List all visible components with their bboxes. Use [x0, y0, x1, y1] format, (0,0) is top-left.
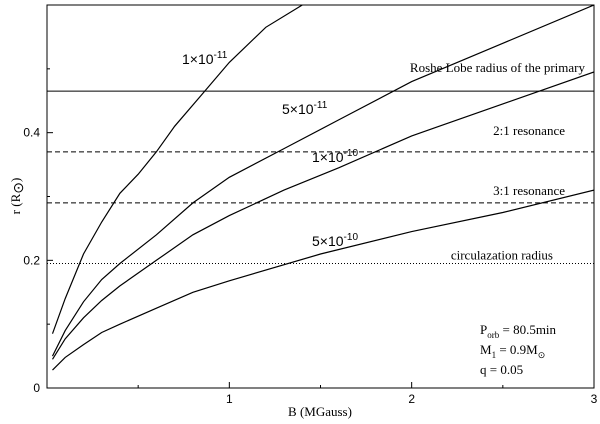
- y-axis-label: r (R⊙): [8, 178, 27, 215]
- parameter-1: M1 = 0.9M⊙: [480, 342, 545, 360]
- axis-ticks: [47, 68, 595, 389]
- series-label-1: 5×10-11: [282, 100, 328, 117]
- series-line-1: [51, 5, 594, 357]
- series-label-3: 5×10-10: [312, 232, 358, 249]
- series-label-0: 1×10-11: [182, 50, 228, 67]
- series-line-0: [51, 5, 303, 334]
- y-axis-label-close: ): [8, 178, 23, 182]
- parameter-0: Porb = 80.5min: [480, 322, 557, 340]
- series-line-2: [51, 71, 594, 360]
- plot-frame: [46, 4, 595, 389]
- reference-label-0: Roshe Lobe radius of the primary: [410, 60, 586, 75]
- y-tick-label-2: 0.4: [23, 126, 40, 140]
- series-label-2: 1×10-10: [312, 148, 358, 165]
- reference-label-1: 2:1 resonance: [493, 123, 565, 138]
- x-axis-label: B (MGauss): [288, 404, 352, 419]
- parameter-2: q = 0.05: [480, 362, 523, 377]
- y-axis-label-symbol: ⊙: [12, 182, 27, 194]
- x-tick-label-1: 2: [408, 392, 415, 406]
- x-tick-label-2: 3: [591, 392, 598, 406]
- curves: [51, 5, 594, 371]
- series-line-3: [52, 189, 594, 371]
- reference-label-2: 3:1 resonance: [493, 183, 565, 198]
- y-tick-label-0: 0: [33, 381, 40, 395]
- y-axis-label-text: r (R: [8, 193, 23, 214]
- labels: 1 2 3 0 0.2 0.4 Roshe Lobe radius of the prima…: [23, 50, 597, 406]
- x-tick-label-0: 1: [226, 392, 233, 406]
- reference-lines: [47, 90, 594, 265]
- reference-label-3: circulazation radius: [451, 248, 553, 263]
- y-axis-label-group: r (R⊙): [8, 178, 27, 215]
- y-tick-label-1: 0.2: [23, 253, 40, 267]
